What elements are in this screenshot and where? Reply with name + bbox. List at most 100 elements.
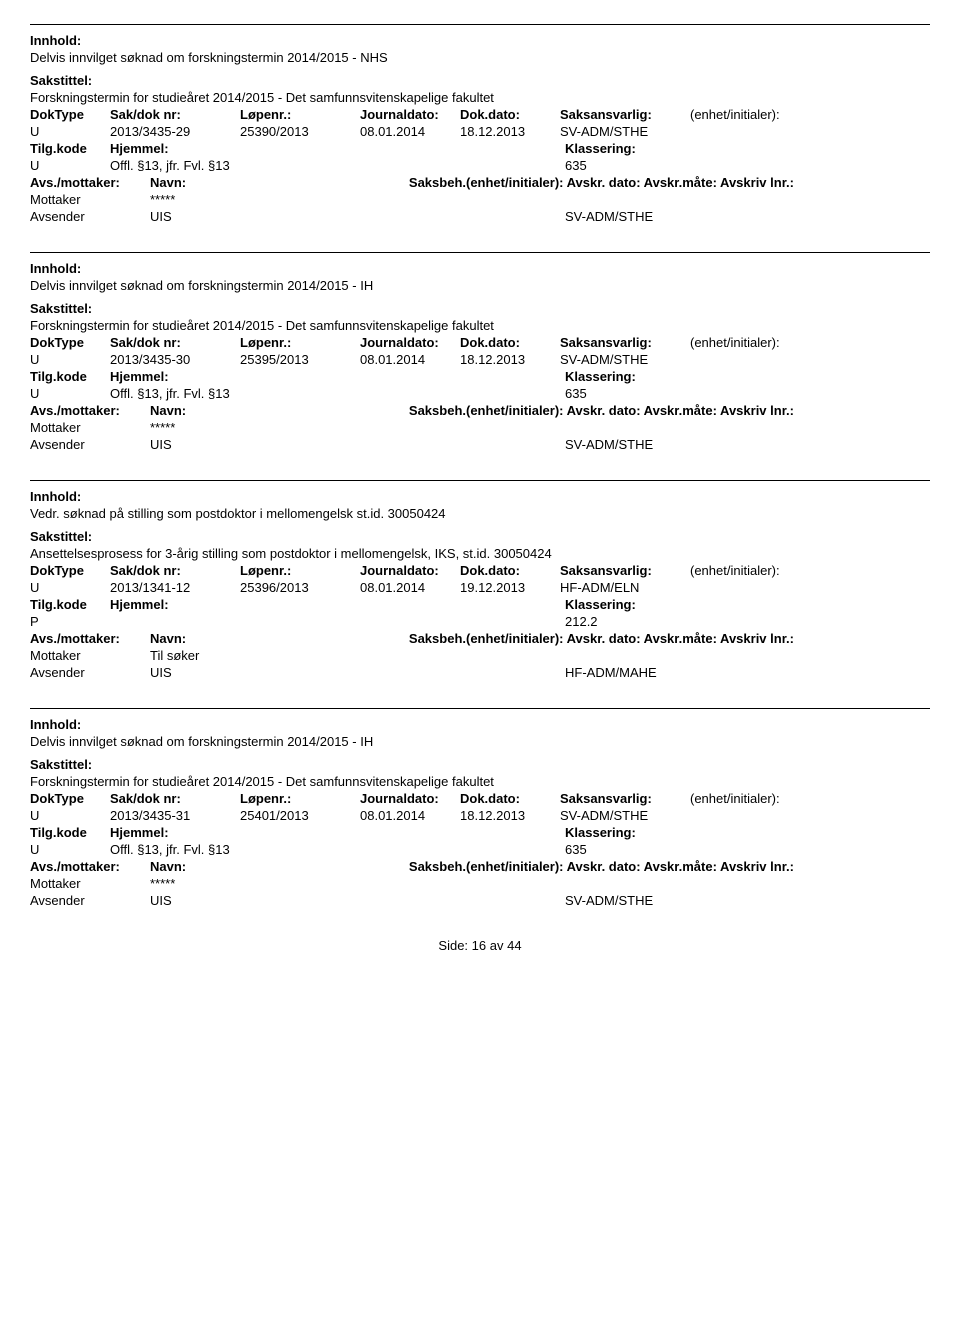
dokdato-label: Dok.dato: (460, 791, 560, 806)
unit-value: SV-ADM/STHE (565, 893, 855, 908)
doktype-label: DokType (30, 563, 110, 578)
divider (30, 480, 930, 481)
value-row: U2013/3435-3125401/201308.01.201418.12.2… (30, 808, 930, 823)
saksans-label: Saksansvarlig: (560, 791, 690, 806)
tilgkode-value: P (30, 614, 110, 629)
journaldato-label: Journaldato: (360, 107, 460, 122)
doktype-value: U (30, 580, 110, 595)
enhet-label: (enhet/initialer): (690, 563, 840, 578)
journaldato-value: 08.01.2014 (360, 352, 460, 367)
saksans-value: SV-ADM/STHE (560, 352, 690, 367)
mottaker-navn: Til søker (150, 648, 270, 663)
spacer (270, 209, 565, 224)
header-row: DokTypeSak/dok nr:Løpenr.:Journaldato:Do… (30, 335, 930, 350)
innhold-label: Innhold: (30, 489, 930, 504)
hjemmel-value: Offl. §13, jfr. Fvl. §13 (110, 158, 565, 173)
divider (30, 24, 930, 25)
journaldato-value: 08.01.2014 (360, 808, 460, 823)
mottaker-navn: ***** (150, 420, 270, 435)
value-row: U2013/3435-3025395/201308.01.201418.12.2… (30, 352, 930, 367)
avsender-navn: UIS (150, 437, 270, 452)
doktype-value: U (30, 352, 110, 367)
journal-record: Innhold: Vedr. søknad på stilling som pos… (30, 480, 930, 680)
saksans-value: SV-ADM/STHE (560, 124, 690, 139)
navn-label: Navn: (150, 859, 270, 874)
header-row: DokTypeSak/dok nr:Løpenr.:Journaldato:Do… (30, 791, 930, 806)
klassering-label: Klassering: (565, 825, 715, 840)
hjemmel-label: Hjemmel: (110, 597, 565, 612)
sakdok-value: 2013/3435-31 (110, 808, 240, 823)
journaldato-value: 08.01.2014 (360, 580, 460, 595)
saksbeh-label: Saksbeh.(enhet/initialer): Avskr. dato: … (270, 403, 800, 418)
page-total: 44 (507, 938, 521, 953)
avsmott-header-row: Avs./mottaker:Navn:Saksbeh.(enhet/initia… (30, 175, 930, 190)
lopenr-value: 25396/2013 (240, 580, 360, 595)
hjemmel-label: Hjemmel: (110, 141, 565, 156)
innhold-value: Delvis innvilget søknad om forskningster… (30, 278, 930, 293)
sakdok-label: Sak/dok nr: (110, 791, 240, 806)
hjemmel-label: Hjemmel: (110, 825, 565, 840)
avsender-row: AvsenderUIS SV-ADM/STHE (30, 209, 930, 224)
hjemmel-header-row: Tilg.kodeHjemmel:Klassering: (30, 597, 930, 612)
enhet-label: (enhet/initialer): (690, 791, 840, 806)
av-label: av (490, 938, 504, 953)
saksans-label: Saksansvarlig: (560, 563, 690, 578)
doktype-value: U (30, 124, 110, 139)
hjemmel-label: Hjemmel: (110, 369, 565, 384)
tilgkode-label: Tilg.kode (30, 141, 110, 156)
innhold-value: Vedr. søknad på stilling som postdoktor … (30, 506, 930, 521)
avsender-row: AvsenderUISHF-ADM/MAHE (30, 665, 930, 680)
dokdato-label: Dok.dato: (460, 335, 560, 350)
innhold-label: Innhold: (30, 33, 930, 48)
tilgkode-label: Tilg.kode (30, 369, 110, 384)
divider (30, 708, 930, 709)
divider (30, 252, 930, 253)
enhet-value (690, 580, 840, 595)
page-current: 16 (472, 938, 486, 953)
hjemmel-value: Offl. §13, jfr. Fvl. §13 (110, 386, 565, 401)
enhet-value (690, 124, 840, 139)
avsender-label: Avsender (30, 893, 150, 908)
avsender-label: Avsender (30, 209, 150, 224)
hjemmel-value-row: UOffl. §13, jfr. Fvl. §13635 (30, 386, 930, 401)
value-row: U2013/1341-1225396/201308.01.201419.12.2… (30, 580, 930, 595)
saksans-label: Saksansvarlig: (560, 335, 690, 350)
sakstitel-label: Sakstittel: (30, 757, 930, 772)
avsender-navn: UIS (150, 893, 270, 908)
avsender-label: Avsender (30, 665, 150, 680)
avsmott-label: Avs./mottaker: (30, 859, 150, 874)
hjemmel-value: Offl. §13, jfr. Fvl. §13 (110, 842, 565, 857)
avsender-navn: UIS (150, 209, 270, 224)
lopenr-value: 25390/2013 (240, 124, 360, 139)
hjemmel-value (110, 614, 565, 629)
journal-record: Innhold:Delvis innvilget søknad om forsk… (30, 708, 930, 908)
innhold-value: Delvis innvilget søknad om forskningster… (30, 50, 930, 65)
hjemmel-value-row: P212.2 (30, 614, 930, 629)
lopenr-label: Løpenr.: (240, 563, 360, 578)
dokdato-value: 19.12.2013 (460, 580, 560, 595)
journaldato-label: Journaldato: (360, 791, 460, 806)
header-row: DokTypeSak/dok nr:Løpenr.:Journaldato:Do… (30, 107, 930, 122)
sakstitel-value: Forskningstermin for studieåret 2014/201… (30, 90, 930, 105)
sakstitel-label: Sakstittel: (30, 529, 930, 544)
hjemmel-header-row: Tilg.kodeHjemmel:Klassering: (30, 825, 930, 840)
spacer (270, 665, 565, 680)
records-container: Innhold: Delvis innvilget søknad om forsk… (30, 24, 930, 908)
klassering-value: 635 (565, 158, 715, 173)
mottaker-row: Mottaker***** (30, 876, 930, 891)
doktype-label: DokType (30, 107, 110, 122)
enhet-value (690, 352, 840, 367)
enhet-label: (enhet/initialer): (690, 335, 840, 350)
sakdok-label: Sak/dok nr: (110, 563, 240, 578)
sakdok-value: 2013/3435-29 (110, 124, 240, 139)
dokdato-value: 18.12.2013 (460, 808, 560, 823)
avsender-label: Avsender (30, 437, 150, 452)
unit-value: SV-ADM/STHE (565, 209, 855, 224)
avsender-row: AvsenderUIS SV-ADM/STHE (30, 893, 930, 908)
hjemmel-value-row: UOffl. §13, jfr. Fvl. §13635 (30, 842, 930, 857)
sakdok-value: 2013/1341-12 (110, 580, 240, 595)
navn-label: Navn: (150, 403, 270, 418)
avsmott-label: Avs./mottaker: (30, 175, 150, 190)
klassering-value: 635 (565, 842, 715, 857)
saksans-value: SV-ADM/STHE (560, 808, 690, 823)
